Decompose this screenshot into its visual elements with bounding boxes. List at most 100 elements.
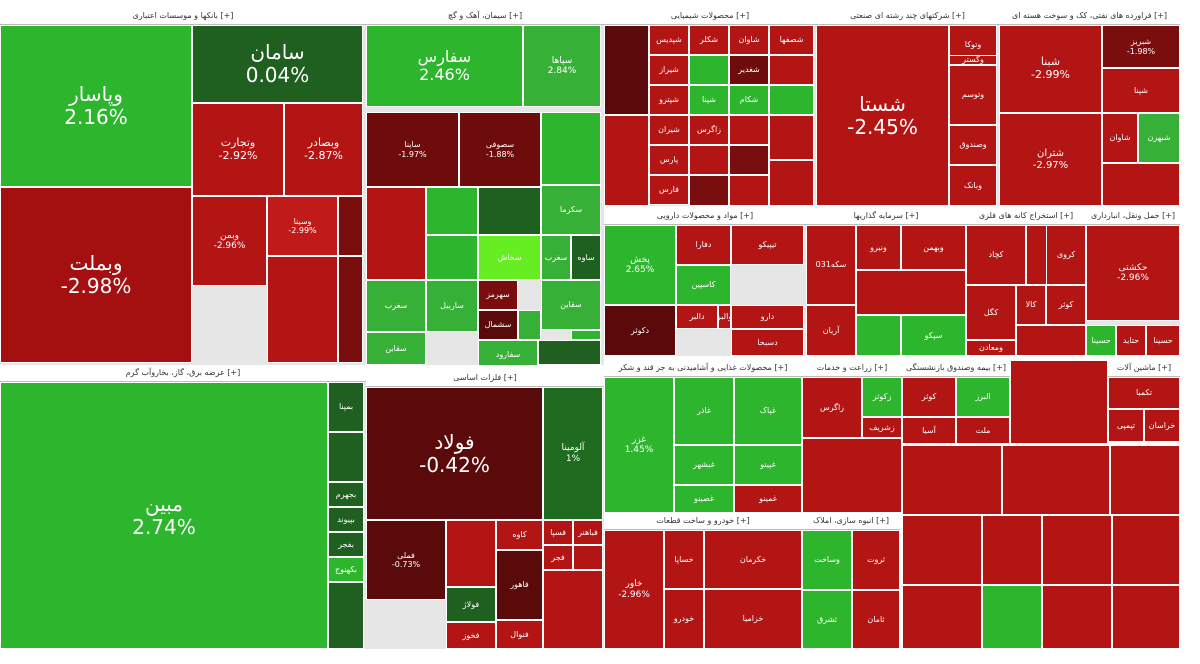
stock-tile[interactable]: دکوثر <box>604 305 676 356</box>
minor-stock-tile[interactable] <box>902 585 982 649</box>
stock-tile[interactable]: فخوز <box>446 622 496 649</box>
stock-tile[interactable]: فملی -0.73% <box>366 520 446 600</box>
stock-tile[interactable]: فباهنر <box>573 520 603 545</box>
stock-tile[interactable]: خساپا <box>664 530 704 589</box>
stock-tile[interactable]: شبنا -2.99% <box>999 25 1102 113</box>
minor-stock-tile[interactable] <box>1002 445 1110 515</box>
stock-tile[interactable]: سکرما <box>541 185 601 235</box>
sector-title[interactable]: عرضه برق، گاز، بخاروآب گرم [+] <box>0 365 366 382</box>
stock-tile[interactable]: مبین 2.74% <box>0 382 328 649</box>
stock-tile[interactable]: زکوثر <box>862 377 902 417</box>
stock-tile[interactable]: ملت <box>956 417 1010 444</box>
stock-tile[interactable]: وگستر <box>949 55 997 65</box>
minor-stock-tile[interactable] <box>1042 585 1112 649</box>
stock-tile[interactable]: خکرمان <box>704 530 802 589</box>
sector-title[interactable]: محصولات غذایی و آشامیدنی به جز قند و شکر… <box>604 360 802 377</box>
stock-tile[interactable]: غمینو <box>734 485 802 513</box>
minor-stock-tile[interactable] <box>689 145 729 175</box>
stock-tile[interactable]: حکشتی -2.96% <box>1086 225 1180 321</box>
stock-tile[interactable]: حتاید <box>1116 325 1146 356</box>
minor-stock-tile[interactable] <box>604 115 649 206</box>
minor-stock-tile[interactable] <box>856 270 966 315</box>
stock-tile[interactable]: غزر 1.45% <box>604 377 674 513</box>
stock-tile[interactable]: شبهرن <box>1138 113 1180 163</box>
stock-tile[interactable]: سصوفی -1.88% <box>459 112 541 187</box>
stock-tile[interactable]: غصینو <box>674 485 734 513</box>
minor-stock-tile[interactable] <box>604 25 649 115</box>
minor-stock-tile[interactable] <box>543 570 603 649</box>
stock-tile[interactable]: شکلر <box>689 25 729 55</box>
sector-title[interactable]: انبوه سازی، املاک [+] <box>802 513 900 530</box>
stock-tile[interactable]: کوثر <box>1046 285 1086 325</box>
stock-tile[interactable]: شپدیس <box>649 25 689 55</box>
minor-stock-tile[interactable] <box>902 445 1002 515</box>
sector-title[interactable]: ماشین آلات [+] <box>1108 360 1180 377</box>
minor-stock-tile[interactable] <box>1042 515 1112 585</box>
stock-tile[interactable]: فنوال <box>496 620 543 649</box>
stock-tile[interactable]: البرز <box>956 377 1010 417</box>
stock-tile[interactable]: بفجر <box>328 532 364 557</box>
stock-tile[interactable]: وبملت -2.98% <box>0 187 192 363</box>
sector-title[interactable]: فلزات اساسی [+] <box>366 370 604 387</box>
minor-stock-tile[interactable] <box>689 55 729 85</box>
stock-tile[interactable]: ساوه <box>571 235 601 280</box>
sector-title[interactable]: بیمه وصندوق بازنشستگی [+] <box>902 360 1010 377</box>
sector-title[interactable]: مواد و محصولات دارویی [+] <box>604 208 806 225</box>
stock-tile[interactable]: سفارود <box>478 340 538 365</box>
stock-tile[interactable]: سکه031 <box>806 225 856 305</box>
minor-stock-tile[interactable] <box>518 310 541 340</box>
stock-tile[interactable]: خزامیا <box>704 589 802 649</box>
minor-stock-tile[interactable] <box>1112 585 1180 649</box>
stock-tile[interactable]: خاور -2.96% <box>604 530 664 649</box>
stock-tile[interactable]: شیراز <box>649 55 689 85</box>
stock-tile[interactable]: کاسپین <box>676 265 731 305</box>
stock-tile[interactable]: شپنا <box>689 85 729 115</box>
stock-tile[interactable]: کچاد <box>966 225 1026 285</box>
stock-tile[interactable]: شاوان <box>1102 113 1138 163</box>
minor-stock-tile[interactable] <box>538 340 601 365</box>
minor-stock-tile[interactable] <box>478 187 541 235</box>
stock-tile[interactable]: ونیرو <box>856 225 901 270</box>
sector-title[interactable]: خودرو و ساخت قطعات [+] <box>604 513 802 530</box>
stock-tile[interactable]: آلومینا 1% <box>543 387 603 520</box>
sector-title[interactable]: حمل ونقل، انبارداری [+] <box>1086 208 1180 225</box>
stock-tile[interactable]: پارس <box>649 145 689 175</box>
stock-tile[interactable]: حسینا <box>1146 325 1180 356</box>
stock-tile[interactable]: ثشرق <box>802 590 852 649</box>
stock-tile[interactable]: وساخت <box>802 530 852 590</box>
minor-stock-tile[interactable] <box>328 582 364 649</box>
stock-tile[interactable]: وبهمن <box>901 225 966 270</box>
minor-stock-tile[interactable] <box>573 545 603 570</box>
minor-stock-tile[interactable] <box>769 85 814 115</box>
stock-tile[interactable]: ساینا -1.97% <box>366 112 459 187</box>
minor-stock-tile[interactable] <box>1110 445 1180 515</box>
stock-tile[interactable]: کاوه <box>496 520 543 550</box>
minor-stock-tile[interactable] <box>426 235 478 280</box>
stock-tile[interactable]: شپنا <box>1102 68 1180 113</box>
minor-stock-tile[interactable] <box>338 256 363 363</box>
minor-stock-tile[interactable] <box>1016 325 1086 356</box>
stock-tile[interactable]: آریان <box>806 305 856 356</box>
minor-stock-tile[interactable] <box>571 330 601 340</box>
stock-tile[interactable]: شاوان <box>729 25 769 55</box>
minor-stock-tile[interactable] <box>982 515 1042 585</box>
sector-title[interactable]: استخراج کانه های فلزی [+] <box>966 208 1086 225</box>
stock-tile[interactable]: فجر <box>543 545 573 570</box>
stock-tile[interactable]: سخاش <box>478 235 541 280</box>
stock-tile[interactable]: وتوسم <box>949 65 997 125</box>
stock-tile[interactable]: شیران <box>649 115 689 145</box>
sector-title[interactable]: سرمایه گذاریها [+] <box>806 208 966 225</box>
minor-stock-tile[interactable] <box>541 112 601 185</box>
stock-tile[interactable]: فولاد -0.42% <box>366 387 543 520</box>
sector-title[interactable]: سیمان، آهک و گچ [+] <box>366 8 604 25</box>
stock-tile[interactable]: والبر <box>718 305 731 329</box>
stock-tile[interactable]: شبریز -1.98% <box>1102 25 1180 68</box>
stock-tile[interactable]: غبشهر <box>674 445 734 485</box>
stock-tile[interactable]: تپمپی <box>1108 409 1144 442</box>
stock-tile[interactable]: سغرب <box>366 280 426 332</box>
stock-tile[interactable]: کگل <box>966 285 1016 340</box>
stock-tile[interactable]: شغدیر <box>729 55 769 85</box>
stock-tile[interactable]: بپیوند <box>328 507 364 532</box>
stock-tile[interactable]: وتجارت -2.92% <box>192 103 284 196</box>
stock-tile[interactable]: شصفها <box>769 25 814 55</box>
